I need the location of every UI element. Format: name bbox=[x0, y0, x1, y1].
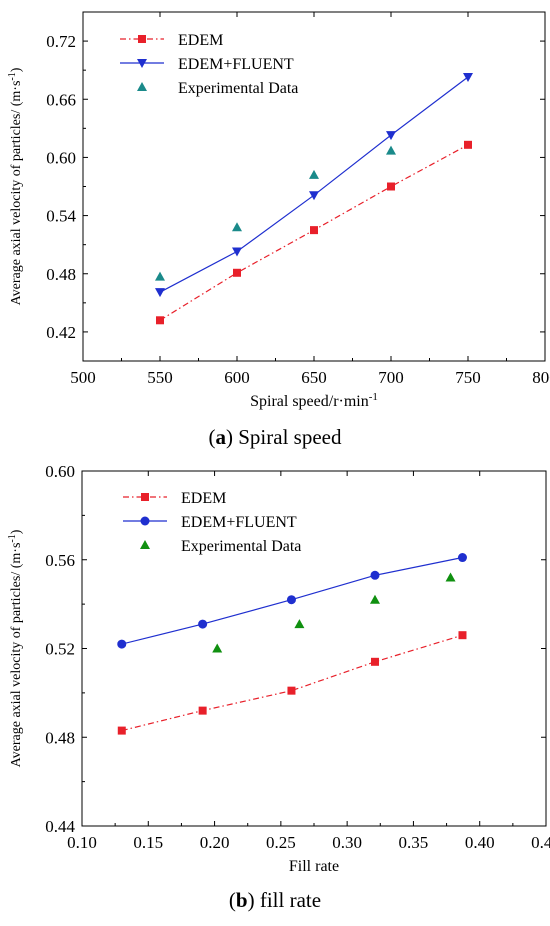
ca-point-edem-fluent bbox=[232, 247, 242, 257]
cb-y-tick-label: 0.60 bbox=[45, 462, 75, 481]
cb-legend-marker-edem bbox=[141, 493, 149, 501]
cb-x-tick-label: 0.30 bbox=[332, 833, 362, 852]
caption-letter-a: a bbox=[215, 425, 227, 449]
cb-point-edem bbox=[117, 726, 126, 735]
ca-point-edem bbox=[156, 316, 164, 325]
cb-legend-label-edem: EDEM bbox=[181, 490, 226, 507]
ca-legend-label-experimental-data: Experimental Data bbox=[178, 80, 298, 97]
cb-legend-marker-experimental-data bbox=[140, 540, 150, 549]
cb-y-tick-label: 0.48 bbox=[45, 728, 75, 747]
chart-fill-rate: 0.10 0.15 0.20 0.25 0.30 0.35 0.40 0.45 0.44 0.48… bbox=[7, 462, 550, 875]
cb-legend-label-edem-fluent: EDEM+FLUENT bbox=[181, 514, 297, 531]
ca-point-experimental-data bbox=[155, 271, 165, 281]
caption-text-a: Spiral speed bbox=[238, 425, 342, 449]
cb-point-edem-fluent bbox=[286, 595, 296, 605]
ca-point-experimental-data bbox=[386, 145, 396, 155]
cb-point-experimental-data bbox=[369, 594, 380, 604]
cb-x-tick-label: 0.35 bbox=[399, 833, 429, 852]
ca-y-tick-label: 0.48 bbox=[46, 265, 76, 284]
ca-x-tick-label: 800 bbox=[532, 368, 550, 387]
cb-point-edem bbox=[287, 686, 296, 695]
cb-point-experimental-data bbox=[294, 619, 305, 629]
ca-point-edem-fluent bbox=[155, 288, 165, 298]
ca-plot-frame bbox=[82, 11, 546, 362]
ca-legend-marker-edem-fluent bbox=[137, 59, 147, 68]
cb-point-experimental-data bbox=[212, 643, 223, 653]
ca-point-edem-fluent bbox=[309, 191, 319, 201]
cb-y-tick-label: 0.56 bbox=[45, 551, 75, 570]
cb-x-tick-label: 0.15 bbox=[133, 833, 163, 852]
ca-legend-label-edem: EDEM bbox=[178, 32, 223, 49]
chart-panel-fill-rate: 0.10 0.15 0.20 0.25 0.30 0.35 0.40 0.45 0.44 0.48… bbox=[0, 460, 550, 926]
ca-legend-label-edem-fluent: EDEM+FLUENT bbox=[178, 56, 294, 73]
ca-x-tick-label: 750 bbox=[455, 368, 481, 387]
ca-point-edem bbox=[233, 268, 241, 277]
cb-legend-label-experimental-data: Experimental Data bbox=[181, 538, 301, 555]
cb-point-edem-fluent bbox=[198, 619, 208, 629]
ca-legend-marker-experimental-data bbox=[137, 82, 147, 91]
ca-x-axis-label: Spiral speed/r·min-1 bbox=[250, 391, 378, 410]
ca-legend-marker-edem bbox=[138, 35, 146, 43]
ca-point-edem bbox=[464, 140, 472, 149]
ca-y-axis-label: Average axial velocity of particles/ (m·… bbox=[7, 67, 25, 305]
ca-point-experimental-data bbox=[309, 169, 319, 179]
ca-y-tick-label: 0.54 bbox=[46, 207, 76, 226]
ca-x-tick-label: 650 bbox=[301, 368, 327, 387]
caption-spiral-speed: (a) Spiral speed bbox=[208, 425, 342, 449]
ca-point-edem bbox=[387, 182, 395, 191]
ca-point-experimental-data bbox=[232, 222, 242, 232]
cb-legend-marker-edem-fluent bbox=[140, 516, 150, 526]
ca-series-line-edem-fluent bbox=[159, 76, 469, 293]
ca-x-tick-label: 700 bbox=[378, 368, 404, 387]
ca-y-tick-label: 0.72 bbox=[46, 32, 76, 51]
cb-y-tick-label: 0.44 bbox=[45, 817, 75, 836]
cb-x-axis-label: Fill rate bbox=[289, 858, 339, 875]
ca-y-tick-label: 0.60 bbox=[46, 148, 76, 167]
ca-x-tick-label: 500 bbox=[70, 368, 96, 387]
ca-point-edem bbox=[310, 226, 318, 235]
cb-point-experimental-data bbox=[445, 572, 456, 582]
cb-point-edem-fluent bbox=[117, 639, 127, 649]
cb-y-axis-label: Average axial velocity of particles/ (m·… bbox=[7, 529, 25, 767]
caption-text-b: fill rate bbox=[259, 888, 322, 912]
cb-point-edem-fluent bbox=[370, 570, 380, 580]
cb-x-tick-label: 0.10 bbox=[67, 833, 97, 852]
ca-x-tick-label: 600 bbox=[224, 368, 250, 387]
ca-point-edem-fluent bbox=[463, 72, 473, 82]
cb-point-edem bbox=[198, 706, 207, 715]
cb-point-edem bbox=[370, 657, 379, 666]
ca-y-tick-label: 0.42 bbox=[46, 323, 76, 342]
ca-y-tick-label: 0.66 bbox=[46, 90, 76, 109]
cb-plot-frame bbox=[81, 470, 547, 827]
caption-letter-b: b bbox=[235, 888, 248, 912]
cb-y-tick-label: 0.52 bbox=[45, 640, 75, 659]
ca-x-tick-label: 550 bbox=[147, 368, 173, 387]
cb-point-edem bbox=[458, 631, 467, 640]
cb-x-tick-label: 0.20 bbox=[200, 833, 230, 852]
caption-fill-rate: (b) fill rate bbox=[228, 888, 322, 912]
cb-x-tick-label: 0.40 bbox=[465, 833, 495, 852]
cb-series-line-edem bbox=[121, 634, 463, 732]
ca-point-edem-fluent bbox=[386, 131, 396, 141]
cb-point-edem-fluent bbox=[457, 553, 467, 563]
cb-x-tick-label: 0.45 bbox=[531, 833, 550, 852]
chart-panel-spiral-speed: 500 550 600 650 700 750 800 0.42 0.48 0.54 0.60 0.6… bbox=[0, 0, 550, 460]
cb-x-tick-label: 0.25 bbox=[266, 833, 296, 852]
chart-spiral-speed: 500 550 600 650 700 750 800 0.42 0.48 0.54 0.60 0.6… bbox=[7, 11, 550, 410]
